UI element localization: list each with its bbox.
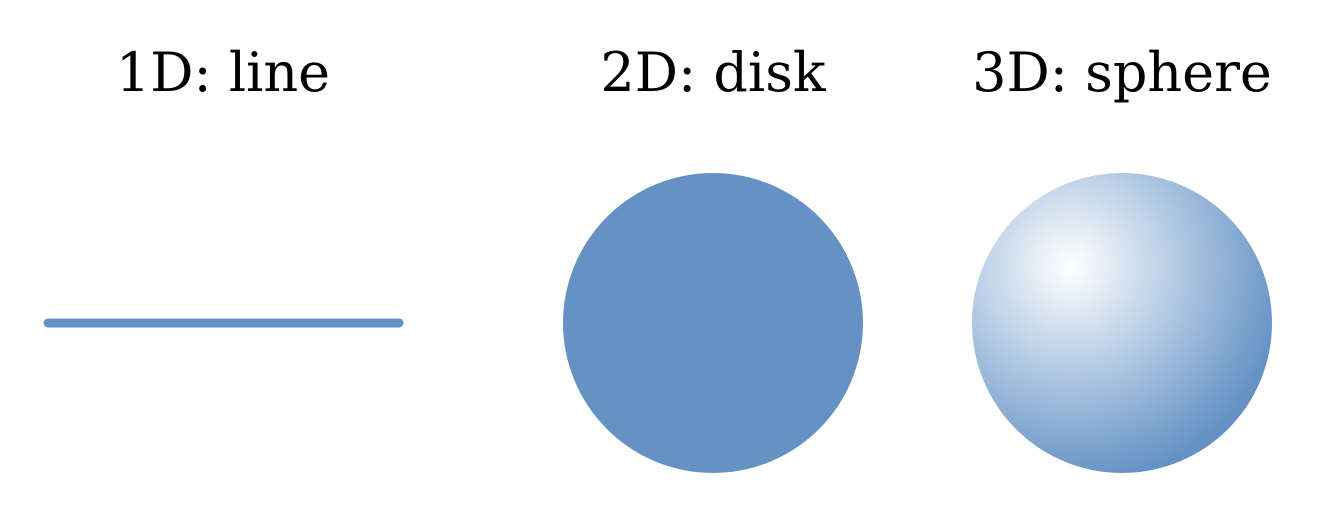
disk-2d: [563, 173, 863, 473]
caption-1d-line: 1D: line: [115, 41, 331, 104]
caption-3d-sphere: 3D: sphere: [972, 41, 1272, 104]
sphere-3d: [972, 173, 1272, 473]
caption-2d-disk: 2D: disk: [600, 41, 826, 104]
